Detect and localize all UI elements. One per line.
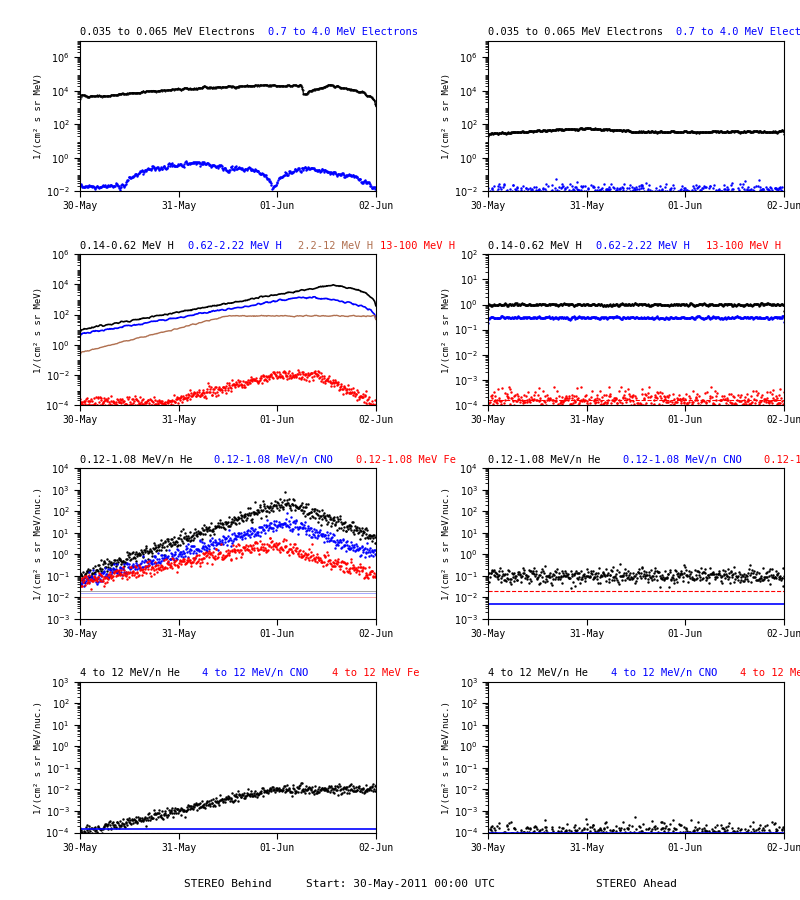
Text: 4 to 12 MeV/n He: 4 to 12 MeV/n He [488, 669, 588, 679]
Y-axis label: 1/(cm² s sr MeV/nuc.): 1/(cm² s sr MeV/nuc.) [34, 701, 42, 814]
Text: 0.14-0.62 MeV H: 0.14-0.62 MeV H [80, 240, 174, 251]
Y-axis label: 1/(cm² s sr MeV): 1/(cm² s sr MeV) [34, 73, 43, 158]
Y-axis label: 1/(cm² s sr MeV/nuc.): 1/(cm² s sr MeV/nuc.) [34, 487, 43, 599]
Text: 4 to 12 MeV/n CNO: 4 to 12 MeV/n CNO [202, 669, 309, 679]
Text: 13-100 MeV H: 13-100 MeV H [380, 240, 455, 251]
Y-axis label: 1/(cm² s sr MeV/nuc.): 1/(cm² s sr MeV/nuc.) [442, 701, 451, 814]
Text: 0.7 to 4.0 MeV Electrons: 0.7 to 4.0 MeV Electrons [268, 27, 418, 37]
Text: Start: 30-May-2011 00:00 UTC: Start: 30-May-2011 00:00 UTC [306, 879, 494, 889]
Text: 4 to 12 MeV/n CNO: 4 to 12 MeV/n CNO [610, 669, 717, 679]
Text: 0.12-1.08 MeV Fe: 0.12-1.08 MeV Fe [764, 454, 800, 464]
Text: 0.12-1.08 MeV/n He: 0.12-1.08 MeV/n He [80, 454, 193, 464]
Text: 0.62-2.22 MeV H: 0.62-2.22 MeV H [188, 240, 282, 251]
Text: 0.12-1.08 MeV/n CNO: 0.12-1.08 MeV/n CNO [622, 454, 742, 464]
Text: 0.14-0.62 MeV H: 0.14-0.62 MeV H [488, 240, 582, 251]
Y-axis label: 1/(cm² s sr MeV): 1/(cm² s sr MeV) [442, 73, 451, 158]
Text: STEREO Ahead: STEREO Ahead [596, 879, 677, 889]
Y-axis label: 1/(cm² s sr MeV/nuc.): 1/(cm² s sr MeV/nuc.) [442, 487, 451, 599]
Text: STEREO Behind: STEREO Behind [184, 879, 272, 889]
Text: 0.12-1.08 MeV/n He: 0.12-1.08 MeV/n He [488, 454, 601, 464]
Y-axis label: 1/(cm² s sr MeV): 1/(cm² s sr MeV) [34, 286, 42, 373]
Y-axis label: 1/(cm² s sr MeV): 1/(cm² s sr MeV) [442, 286, 451, 373]
Text: 4 to 12 MeV/n He: 4 to 12 MeV/n He [80, 669, 180, 679]
Text: 2.2-12 MeV H: 2.2-12 MeV H [298, 240, 373, 251]
Text: 0.035 to 0.065 MeV Electrons: 0.035 to 0.065 MeV Electrons [80, 27, 255, 37]
Text: 4 to 12 MeV Fe: 4 to 12 MeV Fe [740, 669, 800, 679]
Text: 13-100 MeV H: 13-100 MeV H [706, 240, 781, 251]
Text: 0.7 to 4.0 MeV Electrons: 0.7 to 4.0 MeV Electrons [676, 27, 800, 37]
Text: 0.035 to 0.065 MeV Electrons: 0.035 to 0.065 MeV Electrons [488, 27, 663, 37]
Text: 4 to 12 MeV Fe: 4 to 12 MeV Fe [332, 669, 419, 679]
Text: 0.12-1.08 MeV/n CNO: 0.12-1.08 MeV/n CNO [214, 454, 333, 464]
Text: 0.12-1.08 MeV Fe: 0.12-1.08 MeV Fe [356, 454, 456, 464]
Text: 0.62-2.22 MeV H: 0.62-2.22 MeV H [596, 240, 690, 251]
